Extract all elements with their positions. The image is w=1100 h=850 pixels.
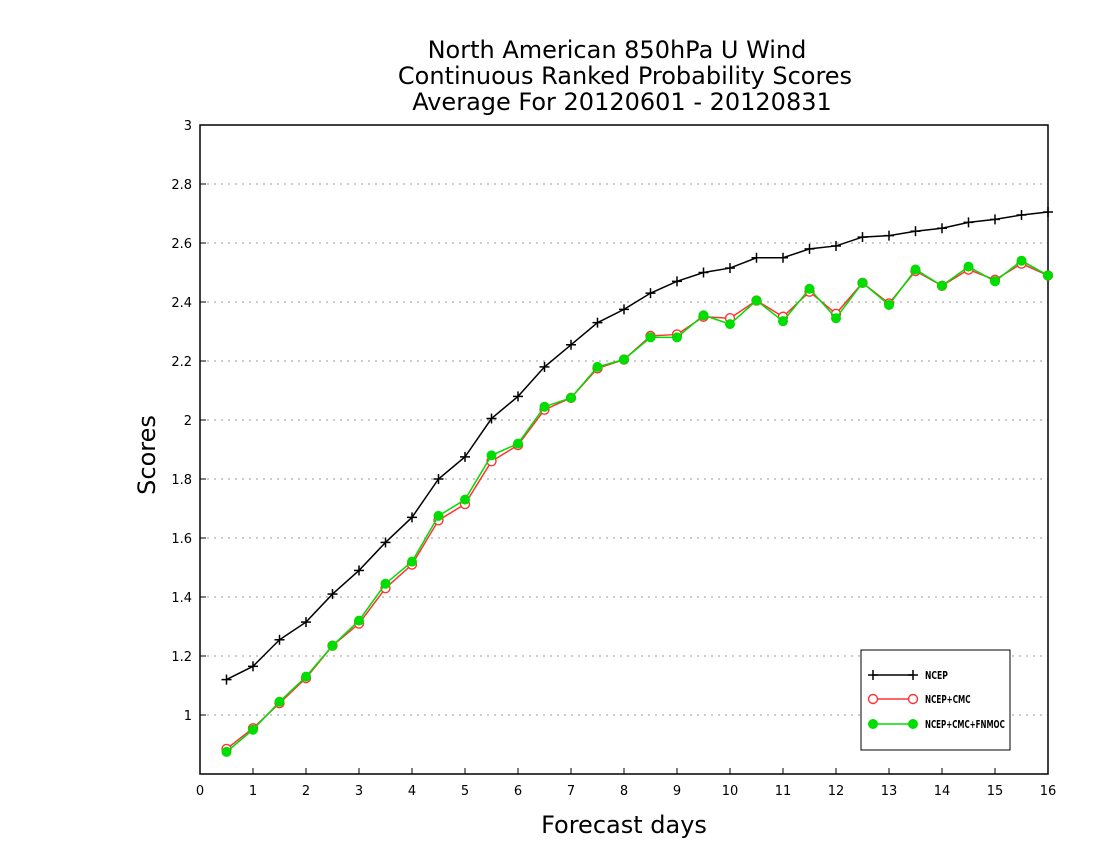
data-point-ncep-cmc-fnmoc <box>910 264 921 275</box>
y-tick-label: 1 <box>184 709 192 724</box>
data-point-ncep-cmc-fnmoc <box>884 299 894 310</box>
x-tick-label: 16 <box>1040 784 1057 799</box>
y-tick-label: 3 <box>184 119 192 134</box>
y-tick-label: 1.6 <box>171 532 192 547</box>
x-tick-label: 14 <box>934 784 951 799</box>
data-point-ncep-cmc-fnmoc <box>645 332 656 343</box>
y-tick-label: 1.2 <box>171 650 192 665</box>
data-point-ncep-cmc-fnmoc <box>963 261 974 272</box>
data-point-ncep-cmc-fnmoc <box>1016 255 1027 266</box>
data-point-ncep-cmc-fnmoc <box>831 313 841 324</box>
data-point-ncep-cmc-fnmoc <box>990 276 1000 287</box>
series-ncep-cmc-fnmoc <box>221 255 1053 757</box>
series-layer <box>221 207 1054 757</box>
y-tick-label: 2.4 <box>171 296 192 311</box>
data-point-ncep-cmc-fnmoc <box>486 450 497 461</box>
y-tick-label: 2.8 <box>171 178 192 193</box>
x-tick-label: 6 <box>514 784 522 799</box>
y-tick-label: 1.8 <box>171 473 192 488</box>
data-point-ncep-cmc-fnmoc <box>698 310 709 321</box>
x-tick-label: 11 <box>775 784 792 799</box>
data-point-ncep-cmc-fnmoc <box>301 671 311 682</box>
y-tick-label: 2.2 <box>171 355 192 370</box>
data-point-ncep-cmc-fnmoc <box>327 640 338 651</box>
legend-box <box>860 649 1011 751</box>
data-point-ncep-cmc-fnmoc <box>725 319 735 330</box>
x-tick-label: 5 <box>461 784 469 799</box>
x-tick-label: 2 <box>302 784 310 799</box>
x-tick-label: 8 <box>620 784 628 799</box>
chart-title-line-1: North American 850hPa U Wind <box>428 36 807 64</box>
data-point-ncep-cmc-fnmoc <box>274 696 285 707</box>
data-point-ncep-cmc-fnmoc <box>804 283 815 294</box>
data-point-ncep-cmc-fnmoc <box>592 361 603 372</box>
data-point-ncep-cmc-fnmoc <box>248 724 258 735</box>
x-tick-label: 1 <box>249 784 257 799</box>
data-point-ncep-cmc-fnmoc <box>433 510 444 521</box>
y-tick-label: 2 <box>184 414 192 429</box>
data-point-ncep-cmc-fnmoc <box>1043 270 1053 281</box>
y-tick-label: 2.6 <box>171 237 192 252</box>
data-point-ncep-cmc-fnmoc <box>566 392 576 403</box>
y-axis: 1 1.2 1.4 1.6 1.8 2 2.2 2.4 2.6 2.8 3 <box>171 119 206 724</box>
y-axis-label: Scores <box>133 415 161 495</box>
chart-title: North American 850hPa U Wind Continuous … <box>398 36 852 116</box>
x-tick-label: 13 <box>881 784 898 799</box>
legend-label-ncep-cmc: NCEP+CMC <box>925 693 971 706</box>
x-tick-label: 7 <box>567 784 575 799</box>
series-line-ncep <box>226 211 1049 681</box>
data-point-ncep-cmc-fnmoc <box>354 615 364 626</box>
x-tick-label: 0 <box>196 784 204 799</box>
series-line-ncep-cmc-fnmoc <box>226 259 1049 753</box>
data-point-ncep-cmc-fnmoc <box>407 556 417 567</box>
chart-title-line-2: Continuous Ranked Probability Scores <box>398 62 852 90</box>
data-point-ncep-cmc-fnmoc <box>460 494 470 505</box>
x-axis: 0 1 2 3 4 5 6 7 8 9 10 11 12 13 14 15 16 <box>196 768 1056 799</box>
x-tick-label: 12 <box>828 784 845 799</box>
x-tick-label: 9 <box>673 784 681 799</box>
data-point-ncep-cmc-fnmoc <box>751 295 762 306</box>
legend-marker-ncep-cmc <box>907 693 919 705</box>
x-axis-label: Forecast days <box>541 811 707 839</box>
data-point-ncep-cmc-fnmoc <box>539 401 550 412</box>
series-ncep <box>221 207 1053 685</box>
data-point-ncep-cmc-fnmoc <box>857 277 868 288</box>
data-point-ncep-cmc-fnmoc <box>513 438 523 449</box>
legend-marker-ncep-cmc <box>867 693 879 705</box>
legend-label-ncep: NCEP <box>925 669 948 682</box>
data-point-ncep-cmc-fnmoc <box>380 578 391 589</box>
legend-label-ncep-cmc-fnmoc: NCEP+CMC+FNMOC <box>925 718 1005 731</box>
grid <box>200 183 1048 716</box>
x-tick-label: 3 <box>355 784 363 799</box>
x-tick-label: 10 <box>722 784 739 799</box>
data-point-ncep-cmc-fnmoc <box>619 354 629 365</box>
y-tick-label: 1.4 <box>171 591 192 606</box>
chart-title-line-3: Average For 20120601 - 20120831 <box>412 88 832 116</box>
data-point-ncep-cmc-fnmoc <box>937 280 947 291</box>
x-tick-label: 15 <box>987 784 1004 799</box>
data-point-ncep-cmc-fnmoc <box>672 332 682 343</box>
x-tick-label: 4 <box>408 784 416 799</box>
legend-marker-ncep-cmc-fnmoc <box>868 719 878 729</box>
data-point-ncep-cmc-fnmoc <box>221 746 232 757</box>
legend: NCEP NCEP+CMC NCEP+CMC+FNMOC <box>860 649 1011 751</box>
legend-marker-ncep-cmc-fnmoc <box>908 719 918 729</box>
data-point-ncep-cmc-fnmoc <box>778 316 788 327</box>
